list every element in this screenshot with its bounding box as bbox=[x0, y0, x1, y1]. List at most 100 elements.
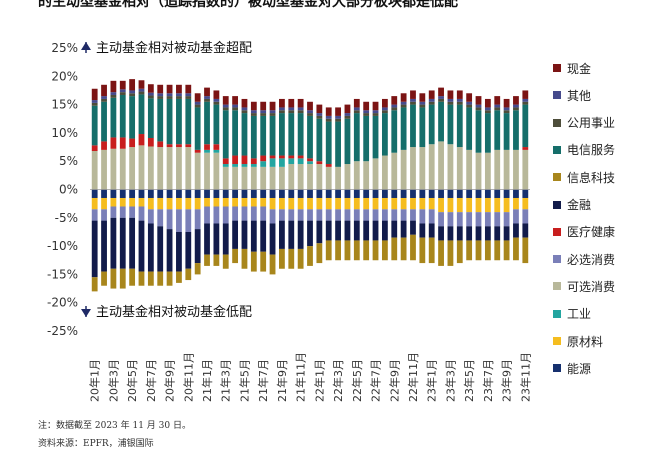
bar-segment bbox=[419, 223, 426, 238]
bar-segment bbox=[297, 189, 304, 198]
bar-segment bbox=[91, 105, 98, 146]
bar-segment bbox=[344, 189, 351, 198]
bar-segment bbox=[147, 189, 154, 198]
bar-segment bbox=[222, 164, 229, 167]
bar-segment bbox=[363, 113, 370, 116]
bar-segment bbox=[119, 268, 126, 289]
bar-segment bbox=[204, 149, 210, 153]
bar-segment bbox=[391, 110, 398, 153]
bar-segment bbox=[400, 189, 407, 198]
bar-segment bbox=[438, 197, 444, 213]
bar-segment bbox=[176, 84, 182, 94]
bar-segment bbox=[222, 110, 229, 159]
bar-segment bbox=[166, 84, 173, 94]
bar-segment bbox=[176, 96, 182, 99]
bar-segment bbox=[297, 113, 304, 156]
legend-item: 其他 bbox=[553, 87, 591, 103]
bar-segment bbox=[232, 206, 239, 221]
bar-segment bbox=[110, 148, 117, 190]
bar-segment bbox=[297, 155, 304, 159]
bar-segment bbox=[503, 113, 510, 150]
legend-swatch bbox=[553, 145, 561, 154]
bar-segment bbox=[381, 220, 388, 241]
annotation-overweight: 主动基金相对被动基金超配 bbox=[96, 40, 252, 56]
bar-segment bbox=[166, 197, 173, 210]
bar-segment bbox=[513, 149, 519, 190]
bar-segment bbox=[410, 189, 416, 198]
legend-item: 电信服务 bbox=[553, 142, 615, 158]
bar-segment bbox=[363, 209, 370, 221]
bar-segment bbox=[129, 79, 136, 91]
bar-segment bbox=[419, 209, 426, 224]
x-tick-label: 20年5月 bbox=[125, 359, 139, 402]
bar-segment bbox=[185, 84, 192, 94]
bar-segment bbox=[250, 251, 257, 272]
bar-segment bbox=[372, 197, 379, 210]
bar-segment bbox=[222, 254, 229, 269]
bar-segment bbox=[260, 101, 267, 111]
bar-segment bbox=[204, 223, 210, 255]
bar-segment bbox=[157, 141, 164, 148]
bar-segment bbox=[438, 212, 444, 227]
bar-segment bbox=[232, 107, 239, 111]
bar-segment bbox=[147, 209, 154, 224]
bar-segment bbox=[447, 226, 454, 241]
bar-segment bbox=[269, 254, 276, 275]
bar-segment bbox=[522, 209, 529, 224]
bar-segment bbox=[194, 189, 201, 198]
bar-segment bbox=[438, 101, 444, 142]
bar-segment bbox=[419, 189, 426, 198]
bar-segment bbox=[101, 101, 107, 142]
bar-segment bbox=[513, 189, 519, 198]
bar-segment bbox=[456, 212, 463, 227]
x-tick-label: 22年7月 bbox=[369, 359, 383, 402]
bar-segment bbox=[372, 158, 379, 190]
bar-segment bbox=[147, 98, 154, 138]
bar-segment bbox=[307, 246, 313, 266]
bar-segment bbox=[241, 107, 248, 111]
bar-segment bbox=[232, 166, 239, 190]
y-tick-label: 15% bbox=[51, 98, 78, 112]
legend-item: 可选消费 bbox=[553, 278, 615, 294]
bar-segment bbox=[475, 212, 482, 227]
bar-segment bbox=[466, 197, 473, 213]
bar-segment bbox=[494, 226, 501, 241]
bar-segment bbox=[372, 220, 379, 241]
bar-segment bbox=[91, 189, 98, 198]
bar-segment bbox=[185, 231, 192, 269]
bar-segment bbox=[456, 147, 463, 190]
bar-segment bbox=[138, 197, 145, 207]
bars bbox=[91, 79, 529, 292]
bar-segment bbox=[363, 197, 370, 210]
bar-segment bbox=[316, 115, 323, 119]
bar-segment bbox=[213, 152, 220, 190]
bar-segment bbox=[335, 121, 341, 167]
x-tick-label: 20年1月 bbox=[88, 359, 102, 402]
bar-segment bbox=[475, 152, 482, 190]
bar-segment bbox=[419, 237, 426, 264]
bar-segment bbox=[213, 90, 220, 99]
bar-segment bbox=[513, 237, 519, 261]
bar-segment bbox=[166, 147, 173, 190]
bar-segment bbox=[381, 209, 388, 221]
bar-segment bbox=[288, 107, 295, 111]
bar-segment bbox=[110, 137, 117, 149]
bar-segment bbox=[213, 189, 220, 198]
bar-segment bbox=[269, 158, 276, 167]
y-tick-label: 25% bbox=[51, 41, 78, 55]
bar-segment bbox=[288, 155, 295, 159]
bar-segment bbox=[344, 220, 351, 241]
bar-segment bbox=[325, 164, 332, 167]
bar-segment bbox=[222, 107, 229, 111]
bar-segment bbox=[129, 90, 136, 94]
bar-segment bbox=[316, 209, 323, 221]
bar-segment bbox=[363, 240, 370, 261]
bar-segment bbox=[129, 268, 136, 286]
bar-segment bbox=[250, 164, 257, 167]
bar-segment bbox=[222, 206, 229, 224]
bar-segment bbox=[176, 189, 182, 198]
y-axis: 25% 20% 15% 10% 5% 0% -5% -10% -15% -20% -25% bbox=[47, 41, 78, 338]
bar-segment bbox=[213, 149, 220, 153]
x-tick-label: 21年5月 bbox=[237, 359, 251, 402]
bar-segment bbox=[297, 98, 304, 108]
